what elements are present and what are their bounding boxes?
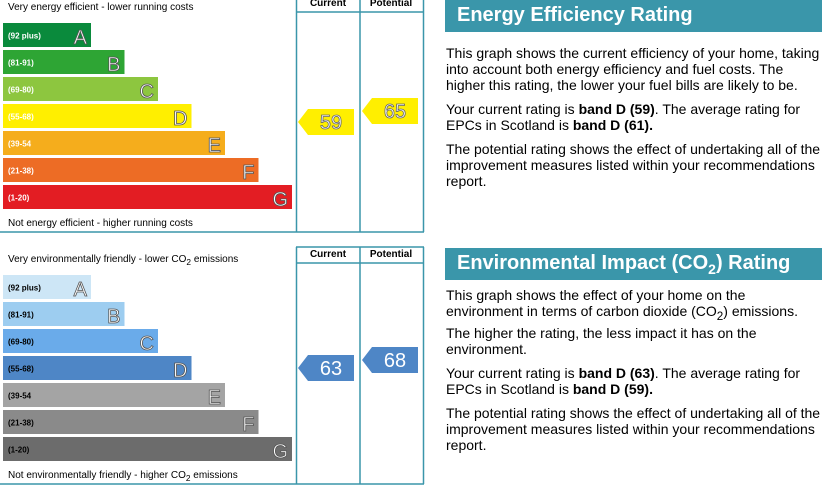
env-bottom-caption: Not environmentally friendly - higher CO… [8, 470, 238, 483]
energy-band-c: (69-80) C [3, 77, 158, 103]
energy-current-rating-value: 59 [320, 112, 342, 134]
energy-band-letter-a: A [74, 27, 88, 49]
env-band-range-c: (69-80) [8, 338, 34, 347]
env-band-range-a: (92 plus) [8, 284, 41, 293]
env-current-header: Current [309, 249, 347, 260]
energy-potential-rating-value: 65 [384, 101, 406, 123]
energy-band-f: (21-38) F [3, 158, 259, 184]
energy-paragraph-1: This graph shows the current efficiency … [446, 45, 820, 93]
energy-band-bar-e [3, 131, 225, 155]
env-band-b: (81-91) B [3, 302, 125, 328]
energy-potential-header: Potential [369, 0, 413, 9]
env-band-f: (21-38) F [3, 410, 259, 436]
env-paragraph-2: Your current rating is band D (63). The … [446, 364, 801, 397]
energy-panel-body: This graph shows the current efficiency … [445, 32, 822, 189]
env-band-range-e: (39-54 [8, 392, 32, 401]
energy-band-bar-g [3, 185, 292, 209]
energy-band-range-e: (39-54 [8, 140, 32, 149]
energy-band-letter-d: D [173, 108, 187, 130]
env-band-g: (1-20) G [3, 437, 292, 463]
env-band-letter-d: D [173, 360, 187, 382]
env-band-e: (39-54 E [3, 383, 225, 409]
energy-efficiency-chart: (92 plus) A (81-91) B (69-80) C (55-68) D (39-54… [0, 0, 425, 234]
env-current-arrow-shape [298, 355, 354, 381]
energy-band-bar-a [3, 23, 91, 47]
energy-current-arrow-shape [298, 109, 354, 135]
energy-potential-rating-arrow: 65 [362, 98, 418, 124]
energy-band-e: (39-54 E [3, 131, 225, 157]
env-potential-arrow-shape [362, 347, 418, 373]
env-band-bar-c [3, 329, 158, 353]
env-current-rating-value: 63 [320, 358, 342, 380]
env-band-d: (55-68) D [3, 356, 192, 382]
energy-band-range-b: (81-91) [8, 59, 34, 68]
env-top-caption: Very environmentally friendly - lower CO… [8, 254, 239, 267]
env-band-range-f: (21-38) [8, 419, 34, 428]
env-band-range-b: (81-91) [8, 311, 34, 320]
env-paragraph-1: This graph shows the effect of your home… [446, 287, 798, 357]
energy-current-band: band D (59) [578, 101, 655, 117]
energy-band-letter-g: G [272, 189, 288, 211]
energy-bottom-caption: Not energy efficient - higher running co… [8, 218, 193, 229]
energy-current-rating-arrow: 59 [298, 109, 354, 135]
env-band-letter-a: A [74, 279, 88, 301]
energy-band-bar-d [3, 104, 192, 128]
energy-panel-title: Energy Efficiency Rating [445, 0, 822, 32]
energy-efficiency-info-panel: Energy Efficiency Rating This graph show… [445, 0, 822, 197]
env-panel-title: Environmental Impact (CO2) Rating [445, 248, 822, 280]
energy-band-range-f: (21-38) [8, 167, 34, 176]
energy-band-range-d: (55-68) [8, 113, 34, 122]
energy-band-range-g: (1-20) [8, 194, 30, 203]
energy-band-letter-e: E [208, 135, 221, 157]
env-potential-rating-value: 68 [384, 350, 406, 372]
energy-band-letter-f: F [242, 162, 254, 184]
env-band-c: (69-80) C [3, 329, 158, 355]
energy-band-d: (55-68) D [3, 104, 192, 130]
env-band-a: (92 plus) A [3, 275, 91, 301]
env-band-range-d: (55-68) [8, 365, 34, 374]
env-potential-header: Potential [369, 249, 413, 260]
env-band-letter-f: F [242, 414, 254, 436]
environmental-impact-info-panel: Environmental Impact (CO2) Rating This g… [445, 248, 822, 461]
energy-band-range-a: (92 plus) [8, 32, 41, 41]
energy-top-caption: Very energy efficient - lower running co… [8, 2, 194, 13]
energy-average-band: band D (61). [572, 117, 653, 133]
energy-paragraph-3: The potential rating shows the effect of… [446, 141, 821, 189]
env-band-bar-f [3, 410, 259, 434]
env-paragraph-3: The potential rating shows the effect of… [446, 404, 821, 453]
environmental-impact-chart: (92 plus) A (81-91) B (69-80) C (55-68) D (39-54… [0, 246, 425, 486]
env-band-bar-a [3, 275, 91, 299]
energy-band-bar-c [3, 77, 158, 101]
env-average-band: band D (59). [572, 380, 653, 397]
env-band-bar-e [3, 383, 225, 407]
energy-potential-arrow-shape [362, 98, 418, 124]
env-panel-body: This graph shows the effect of your home… [445, 280, 822, 453]
env-chart-graphic: (92 plus) A(81-91) B(69-80) C(55-68) D(39-54… [0, 246, 425, 485]
env-band-range-g: (1-20) [8, 446, 30, 455]
env-potential-rating-arrow: 68 [362, 347, 418, 373]
env-band-bar-g [3, 437, 292, 461]
energy-band-bar-f [3, 158, 259, 182]
env-current-rating-arrow: 63 [298, 355, 354, 381]
env-band-bar-d [3, 356, 192, 380]
env-current-band: band D (63) [578, 364, 655, 381]
energy-band-bar-b [3, 50, 125, 74]
env-band-letter-c: C [140, 333, 154, 355]
energy-band-letter-b: B [107, 54, 120, 76]
energy-band-letter-c: C [140, 81, 154, 103]
energy-paragraph-2: Your current rating is band D (59). The … [446, 101, 801, 133]
energy-band-range-c: (69-80) [8, 86, 34, 95]
energy-band-b: (81-91) B [3, 50, 125, 76]
env-band-letter-b: B [107, 306, 120, 328]
env-band-letter-e: E [208, 387, 221, 409]
energy-current-header: Current [309, 0, 347, 9]
energy-band-a: (92 plus) A [3, 23, 91, 49]
env-band-letter-g: G [272, 441, 288, 463]
energy-band-g: (1-20) G [3, 185, 292, 211]
env-band-bar-b [3, 302, 125, 326]
energy-chart-graphic: (92 plus) A(81-91) B(69-80) C(55-68) D(39-54… [0, 0, 425, 233]
